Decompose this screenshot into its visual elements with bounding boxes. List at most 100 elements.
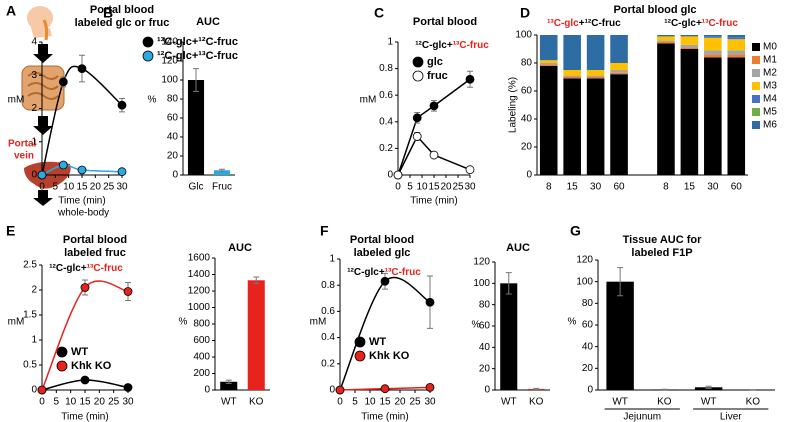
y-tick-label: 1	[31, 335, 37, 346]
y-axis-label: %	[148, 95, 157, 106]
x-tick-label: 20	[90, 182, 102, 193]
y-tick-label: 0.6	[321, 306, 335, 317]
bar-segment	[539, 60, 558, 63]
error-bar	[617, 267, 624, 297]
data-point	[412, 132, 422, 141]
chart-title: Portal blood	[90, 4, 154, 16]
y-tick-label: 0.4	[321, 332, 335, 343]
annotation-part: ¹²C-glc+	[49, 263, 87, 274]
y-tick-label: 1400	[188, 269, 211, 280]
y-tick-label: 1	[387, 37, 393, 48]
data-point	[412, 113, 422, 123]
bar-segment	[586, 70, 605, 76]
y-axis-label: mM	[8, 317, 25, 328]
panel-label: A	[6, 3, 16, 19]
arrow	[33, 44, 53, 63]
data-point	[37, 170, 47, 180]
bar-segment	[657, 43, 675, 176]
group-label: Liver	[720, 412, 742, 422]
y-tick-label: 2	[31, 285, 37, 296]
legend-label: M0	[763, 42, 777, 53]
legend-label: Khk KO	[369, 350, 410, 362]
y-tick-label: 0	[31, 385, 37, 396]
y-tick-label: 600	[193, 335, 210, 346]
y-tick-label: 1.5	[23, 310, 37, 321]
x-tick-label: 15	[428, 182, 440, 193]
y-tick-label: 40	[167, 132, 179, 143]
bar-segment	[680, 47, 699, 49]
bar-segment	[610, 70, 628, 73]
data-point	[77, 165, 87, 175]
legend-marker	[56, 346, 68, 358]
y-tick-label: 60	[521, 86, 533, 97]
bar-segment	[563, 75, 581, 77]
data-point	[123, 287, 133, 296]
data-point	[465, 165, 475, 175]
arrow	[33, 116, 53, 135]
y-tick-label: 0	[31, 170, 37, 181]
bar-segment	[586, 78, 605, 175]
x-tick-label: 25	[103, 182, 115, 193]
annotation: ¹²C-glc+¹³C-fruc	[415, 40, 489, 51]
y-tick-label: 60	[582, 320, 594, 331]
data-point	[123, 383, 133, 392]
bar	[606, 281, 634, 390]
chart-title: AUC	[506, 242, 530, 254]
chart-title: labeled glc	[354, 247, 411, 259]
x-tick-label: WT	[501, 397, 517, 408]
annotation-part: ¹³C-fruc	[385, 267, 422, 278]
x-tick-label: Fruc	[212, 182, 232, 193]
y-tick-label: 2.5	[23, 260, 37, 271]
chart-stacked_bar: D Portal blood glc Labeling (%) 0 20 40 60 80 10…	[508, 4, 778, 193]
y-axis-label: mM	[360, 95, 377, 106]
intestine-folds	[27, 72, 59, 100]
bar-segment	[704, 37, 722, 51]
y-tick-label: 2	[31, 103, 37, 114]
bar-segment	[610, 35, 628, 63]
y-tick-label: 0.5	[23, 360, 37, 371]
y-axis-label: mM	[310, 317, 327, 328]
error-bar	[705, 385, 712, 389]
bar-segment	[586, 75, 605, 77]
data-point	[429, 101, 439, 111]
y-tick-label: 800	[193, 319, 210, 330]
x-tick-label: 25	[409, 397, 421, 408]
bar-segment	[563, 77, 581, 79]
legend-marker	[142, 36, 154, 48]
x-tick-label: 20	[394, 397, 406, 408]
x-tick-label: 25	[108, 397, 120, 408]
x-tick-label: 5	[53, 182, 59, 193]
legend-label: WT	[369, 336, 386, 348]
x-tick-label: 8	[663, 182, 669, 193]
portal-label: Portal	[8, 139, 37, 150]
panel-label: B	[103, 5, 113, 21]
panel-label: G	[570, 223, 581, 239]
annotation: ¹²C-glc+¹³C-fruc	[347, 267, 421, 278]
bar-segment	[563, 35, 581, 70]
error-bar	[505, 272, 512, 295]
y-tick-label: 0.4	[379, 116, 393, 127]
x-tick-label: 15	[684, 182, 696, 193]
y-tick-label: 0	[387, 170, 393, 181]
x-axis-label: Time (min)	[410, 196, 457, 207]
chart-bar: AUC% 0 200 400 600 800 1000 1200 1400 1600 WT KO	[179, 242, 270, 408]
bar-segment	[539, 35, 558, 61]
chart-title: labeled F1P	[631, 247, 692, 259]
data-point	[425, 297, 435, 307]
panel-label: C	[374, 5, 384, 21]
legend-label: M5	[763, 107, 777, 118]
x-tick-label: 15	[379, 397, 391, 408]
data-point	[37, 385, 47, 395]
series-line	[41, 164, 123, 176]
legend-swatch	[752, 108, 760, 116]
x-tick-label: 0	[395, 182, 401, 193]
legend-marker	[354, 350, 366, 362]
bar-segment	[610, 72, 628, 75]
error-bar	[225, 379, 232, 384]
bar-segment	[704, 50, 722, 55]
x-tick-label: 30	[464, 182, 476, 193]
bar-segment	[539, 64, 558, 66]
x-axis-label: Time (min)	[58, 196, 105, 207]
data-point	[117, 167, 127, 177]
y-tick-label: 0.2	[321, 358, 335, 369]
